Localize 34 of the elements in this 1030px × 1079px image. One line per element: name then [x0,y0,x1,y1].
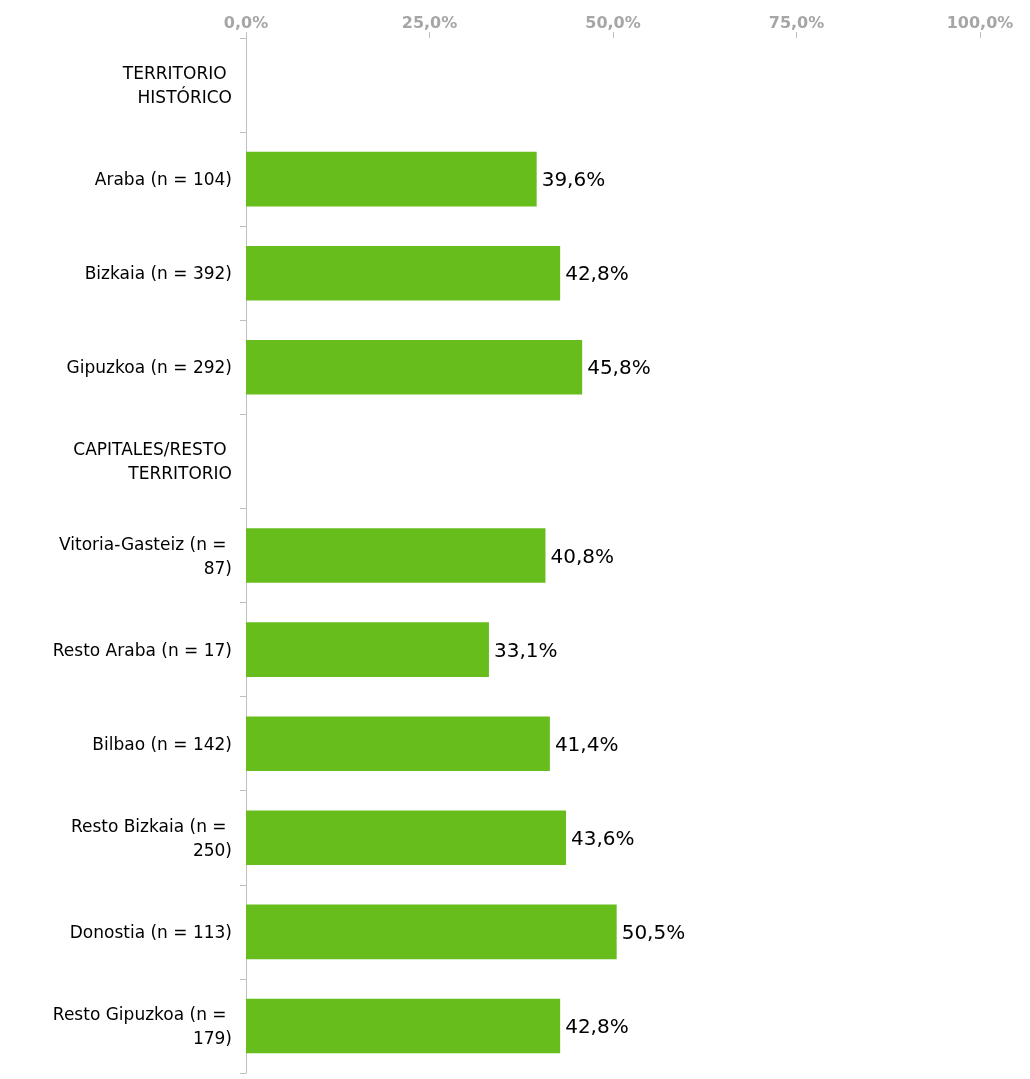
bar [246,151,537,207]
data-label: 40,8% [550,543,615,568]
y-tick-label: Vitoria-Gasteiz (n = 87) [58,533,232,578]
x-tick-label: 75,0% [768,12,825,32]
y-tick-label: CAPITALES/RESTO TERRITORIO [73,439,232,484]
y-tick-label: Resto Araba (n = 17) [52,639,232,660]
bar [246,528,546,583]
x-tick-label: 50,0% [585,12,641,32]
y-tick-label: Resto Bizkaia (n = 250) [70,815,232,860]
data-label: 41,4% [554,731,619,756]
data-label: 42,8% [565,1013,629,1038]
data-label: 45,8% [587,355,651,380]
y-tick-label: TERRITORIO HISTÓRICO [121,63,232,108]
bar [246,810,567,866]
data-label: 39,6% [541,167,606,192]
bar [246,245,561,301]
data-label: 42,8% [565,261,629,286]
bar [246,716,550,771]
bar [246,622,489,677]
y-tick-label: Donostia (n = 113) [69,921,232,942]
data-label: 33,1% [493,637,558,662]
data-label: 50,5% [621,919,686,944]
bar [246,340,583,395]
y-tick-label: Resto Gipuzkoa (n = 179) [52,1003,232,1048]
y-tick-label: Bilbao (n = 142) [92,733,232,754]
y-tick-label: Bizkaia (n = 392) [84,263,232,284]
x-tick-label: 100,0% [946,12,1014,32]
bar [246,904,617,960]
y-tick-label: Gipuzkoa (n = 292) [66,357,232,378]
bar [246,998,561,1054]
x-tick-label: 0,0% [223,12,269,32]
x-tick-label: 25,0% [401,12,458,32]
y-tick-label: Araba (n = 104) [94,169,232,190]
data-label: 43,6% [571,825,635,850]
